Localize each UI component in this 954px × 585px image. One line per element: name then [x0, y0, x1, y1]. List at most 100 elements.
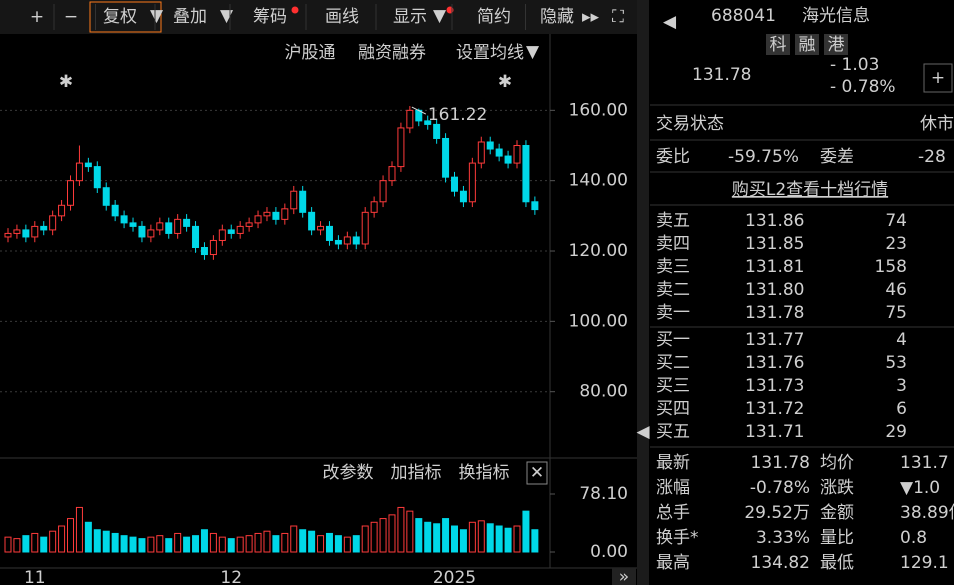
volume-bar — [254, 532, 262, 553]
volume-bar — [75, 506, 83, 553]
candle-body — [156, 222, 164, 231]
dropdown-icon: ▼ — [433, 6, 447, 26]
candle-body — [281, 208, 289, 220]
back-icon[interactable]: ◀ — [663, 12, 677, 32]
book-label: 卖一 — [656, 303, 690, 323]
y-tick-label: 0.00 — [590, 542, 628, 562]
toolbar-button[interactable]: 隐藏 — [540, 7, 574, 27]
book-volume: 4 — [896, 330, 907, 350]
candle-body — [245, 222, 253, 227]
collapse-icon[interactable]: ◀ — [636, 422, 650, 442]
toolbar — [0, 0, 637, 34]
candle-body — [486, 141, 494, 150]
l2-link[interactable]: 购买L2查看十档行情 — [732, 180, 888, 200]
volume-bar — [49, 530, 57, 553]
candle-body — [308, 211, 316, 231]
event-marker[interactable]: ✱ — [59, 72, 73, 92]
book-label: 卖四 — [656, 234, 690, 254]
volume-bar — [227, 538, 235, 553]
toolbar-button[interactable]: 显示 — [393, 7, 427, 27]
stat-label: 涨幅 — [656, 478, 690, 498]
close-box[interactable] — [526, 461, 548, 485]
toolbar-button[interactable]: 叠加 — [173, 7, 207, 27]
book-volume: 158 — [875, 257, 907, 277]
candle-body — [477, 141, 485, 164]
add-box[interactable] — [923, 63, 953, 93]
toolbar-button[interactable]: 画线 — [325, 7, 359, 27]
volume-bar — [397, 506, 405, 553]
candle-body — [397, 127, 405, 168]
chart-option[interactable]: 沪股通 — [285, 43, 336, 63]
book-price: 131.80 — [745, 280, 804, 300]
indicator-option[interactable]: 加指标 — [391, 463, 442, 483]
candle-body — [263, 211, 271, 217]
fullscreen-icon[interactable]: ⛶ — [612, 7, 624, 27]
volume-bar — [495, 525, 503, 553]
stat-label: 最新 — [656, 453, 690, 473]
chart-option[interactable]: 融资融券 — [358, 43, 426, 63]
indicator-option[interactable]: 换指标 — [459, 463, 510, 483]
volume-bar — [272, 535, 280, 553]
value: -28 — [918, 147, 946, 167]
candle-body — [531, 201, 539, 211]
volume-bar — [263, 530, 271, 553]
y-tick-label: 78.10 — [579, 484, 628, 504]
volume-bar — [40, 536, 48, 553]
candle-body — [334, 239, 342, 245]
volume-bar — [415, 518, 423, 553]
candle-body — [495, 148, 503, 157]
volume-bar — [317, 535, 325, 553]
candle-body — [343, 236, 351, 245]
candle-body — [388, 166, 396, 182]
close-icon[interactable]: ✕ — [530, 463, 544, 483]
volume-bar — [486, 523, 494, 553]
candle-body — [442, 137, 450, 178]
tag-box — [766, 34, 790, 55]
book-price: 131.76 — [745, 353, 804, 373]
candle-body — [102, 187, 110, 206]
volume-bar — [299, 529, 307, 553]
toolbar-button[interactable]: + — [30, 7, 44, 27]
volume-bar — [281, 532, 289, 553]
scroll-icon[interactable]: » — [619, 567, 629, 585]
book-volume: 29 — [885, 422, 907, 442]
stat-label: 总手 — [656, 503, 690, 523]
add-icon[interactable]: + — [931, 68, 945, 88]
book-label: 卖五 — [656, 211, 690, 231]
chart-option[interactable]: 设置均线 — [456, 43, 524, 63]
candle-body — [31, 225, 39, 238]
stat-label: 金额 — [820, 503, 854, 523]
volume-bar — [290, 525, 298, 553]
stat-value: 38.89亿 — [900, 503, 954, 523]
volume-bar — [352, 535, 360, 553]
stat-value: 134.82 — [751, 553, 810, 573]
candle-body — [459, 190, 467, 203]
candle-body — [84, 162, 92, 168]
volume-bar — [513, 525, 521, 553]
candle-body — [468, 162, 476, 203]
volume-bar — [477, 520, 485, 553]
candle-body — [165, 222, 173, 234]
toolbar-button[interactable]: 复权 — [103, 7, 137, 27]
toolbar-button[interactable]: 简约 — [477, 7, 511, 27]
volume-bar — [522, 510, 530, 553]
stat-label: 涨跌 — [820, 478, 854, 498]
dropdown-icon: ▼ — [150, 6, 164, 26]
event-marker[interactable]: ✱ — [498, 72, 512, 92]
book-volume: 6 — [896, 399, 907, 419]
y-tick-label: 100.00 — [569, 311, 628, 331]
volume-bar — [451, 525, 458, 553]
candle-body — [93, 166, 101, 189]
scroll-button[interactable] — [612, 568, 636, 585]
volume-bar — [370, 521, 378, 553]
toolbar-button[interactable]: 筹码 — [253, 7, 287, 27]
label: 委差 — [820, 147, 854, 167]
stat-value: 3.33% — [756, 528, 810, 548]
toolbar-button[interactable]: − — [64, 7, 78, 27]
candle-body — [67, 180, 75, 206]
volume-bar — [442, 518, 450, 553]
stat-label: 均价 — [820, 453, 854, 473]
book-label: 卖三 — [656, 257, 690, 277]
volume-bar — [13, 538, 21, 553]
indicator-option[interactable]: 改参数 — [323, 463, 374, 483]
